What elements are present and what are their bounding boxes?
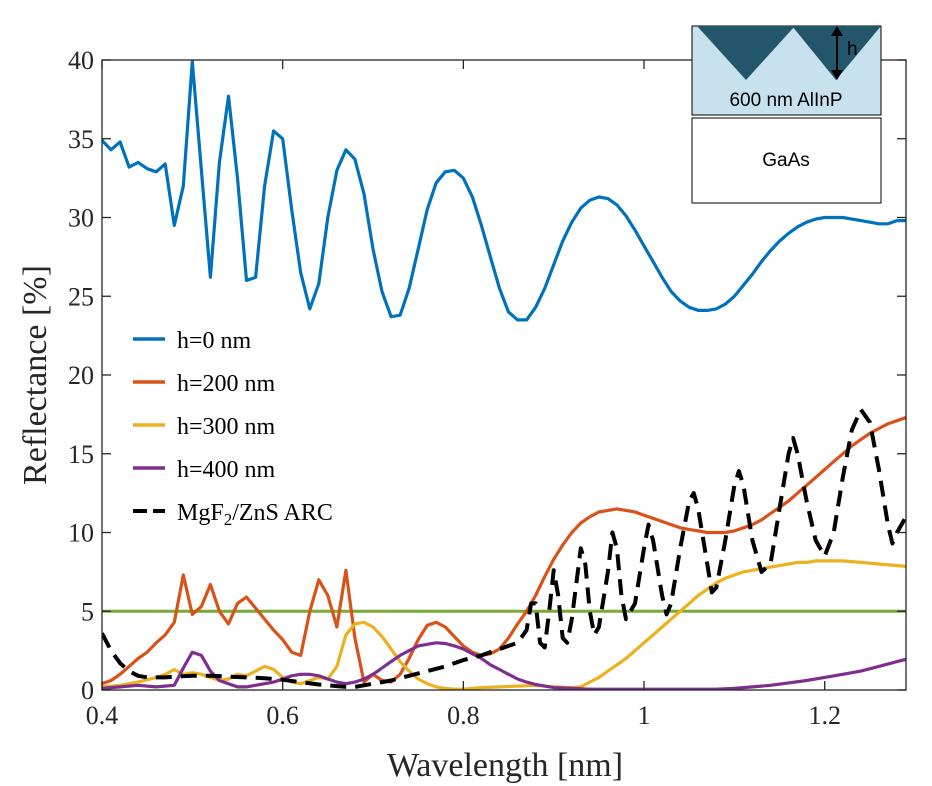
plot-area (102, 60, 906, 690)
height-arrow-up-icon (831, 26, 843, 36)
legend: h=0 nm h=200 nm h=300 nm h=400 nm MgF2/ZnS A… (133, 328, 333, 529)
series-line-0 (102, 60, 906, 322)
pyramid-1 (697, 26, 795, 80)
y-tick-label: 40 (68, 46, 94, 75)
x-tick-label: 0.4 (86, 701, 119, 730)
x-tick-label: 1 (638, 701, 651, 730)
series-line-4 (102, 407, 906, 689)
inset-gaas-label: GaAs (762, 150, 810, 171)
legend-label-4: MgF2/ZnS ARC (177, 500, 333, 529)
gaas-substrate (691, 117, 882, 204)
height-arrow-down-icon (831, 70, 843, 80)
axis-ticks: 0.4 0.6 0.8 1 1.2 0 5 10 15 20 25 30 35 40 (68, 46, 906, 730)
inset-alinp-label: 600 nm AlInP (729, 90, 842, 111)
legend-label-0: h=0 nm (177, 328, 252, 354)
inset-height-label: h (847, 39, 858, 60)
series-line-2 (102, 559, 906, 690)
legend-label-2: h=300 nm (177, 414, 276, 440)
y-tick-label: 35 (68, 125, 94, 154)
x-tick-label: 0.6 (266, 701, 299, 730)
x-tick-label: 0.8 (447, 701, 480, 730)
series-line-3 (102, 641, 906, 690)
series-line-1 (102, 415, 906, 686)
x-axis-title: Wavelength [nm] (387, 747, 623, 784)
legend-label-1: h=200 nm (177, 371, 276, 397)
legend-label-3: h=400 nm (177, 457, 276, 483)
y-axis-title: Reflectance [%] (17, 265, 54, 485)
x-tick-label: 1.2 (808, 701, 841, 730)
y-tick-label: 10 (68, 519, 94, 548)
structure-inset: h 600 nm AlInP GaAs (691, 25, 882, 204)
y-tick-label: 30 (68, 204, 94, 233)
y-tick-label: 25 (68, 282, 94, 311)
y-tick-label: 5 (81, 597, 94, 626)
y-tick-label: 20 (68, 361, 94, 390)
y-tick-label: 0 (81, 676, 94, 705)
y-tick-label: 15 (68, 440, 94, 469)
